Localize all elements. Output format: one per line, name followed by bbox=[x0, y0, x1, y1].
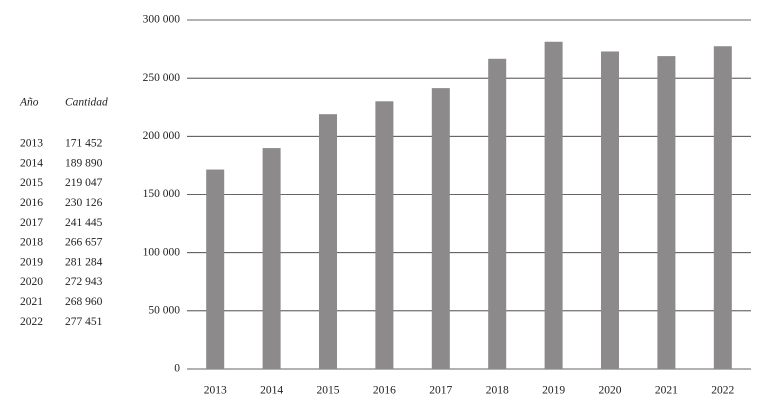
table-value: 219 047 bbox=[65, 177, 103, 189]
x-tick-label: 2017 bbox=[429, 385, 452, 397]
bar bbox=[544, 41, 563, 369]
bar bbox=[206, 169, 225, 369]
table-value: 268 960 bbox=[65, 296, 103, 308]
table-year: 2022 bbox=[20, 316, 43, 328]
bar bbox=[262, 148, 281, 369]
bar bbox=[431, 88, 450, 369]
y-tick-label: 0 bbox=[174, 363, 180, 375]
table-value: 241 445 bbox=[65, 217, 103, 229]
table-year: 2016 bbox=[20, 197, 43, 209]
table-year: 2015 bbox=[20, 177, 43, 189]
bar bbox=[713, 46, 732, 370]
table-value: 272 943 bbox=[65, 276, 103, 288]
x-tick-label: 2015 bbox=[317, 385, 340, 397]
bar bbox=[375, 101, 394, 370]
y-tick-label: 250 000 bbox=[143, 72, 181, 84]
table-year: 2018 bbox=[20, 237, 43, 249]
bar bbox=[657, 56, 676, 370]
y-tick-label: 150 000 bbox=[143, 188, 181, 200]
y-tick-label: 200 000 bbox=[143, 130, 181, 142]
table-value: 189 890 bbox=[65, 157, 103, 169]
x-tick-label: 2021 bbox=[655, 385, 678, 397]
bar bbox=[601, 51, 619, 369]
table-year: 2014 bbox=[20, 157, 43, 169]
table-value: 281 284 bbox=[65, 256, 103, 268]
y-tick-label: 50 000 bbox=[148, 304, 180, 316]
table-year: 2019 bbox=[20, 256, 43, 268]
table-value: 277 451 bbox=[65, 316, 103, 328]
table-value: 171 452 bbox=[65, 138, 103, 150]
y-tick-label: 300 000 bbox=[143, 14, 181, 26]
table-value: 266 657 bbox=[65, 237, 103, 249]
x-tick-label: 2020 bbox=[599, 385, 622, 397]
table-header: Año bbox=[19, 97, 39, 109]
x-tick-label: 2018 bbox=[486, 385, 509, 397]
bar bbox=[488, 58, 507, 369]
y-tick-label: 100 000 bbox=[143, 246, 181, 258]
table-value: 230 126 bbox=[65, 197, 103, 209]
table-year: 2021 bbox=[20, 296, 43, 308]
table-header: Cantidad bbox=[65, 97, 108, 109]
x-tick-label: 2013 bbox=[204, 385, 227, 397]
x-tick-label: 2016 bbox=[373, 385, 396, 397]
bar bbox=[319, 114, 337, 369]
x-tick-label: 2014 bbox=[260, 385, 283, 397]
table-year: 2013 bbox=[20, 138, 43, 150]
table-year: 2020 bbox=[20, 276, 43, 288]
x-tick-label: 2022 bbox=[711, 385, 734, 397]
table-year: 2017 bbox=[20, 217, 43, 229]
x-tick-label: 2019 bbox=[542, 385, 565, 397]
